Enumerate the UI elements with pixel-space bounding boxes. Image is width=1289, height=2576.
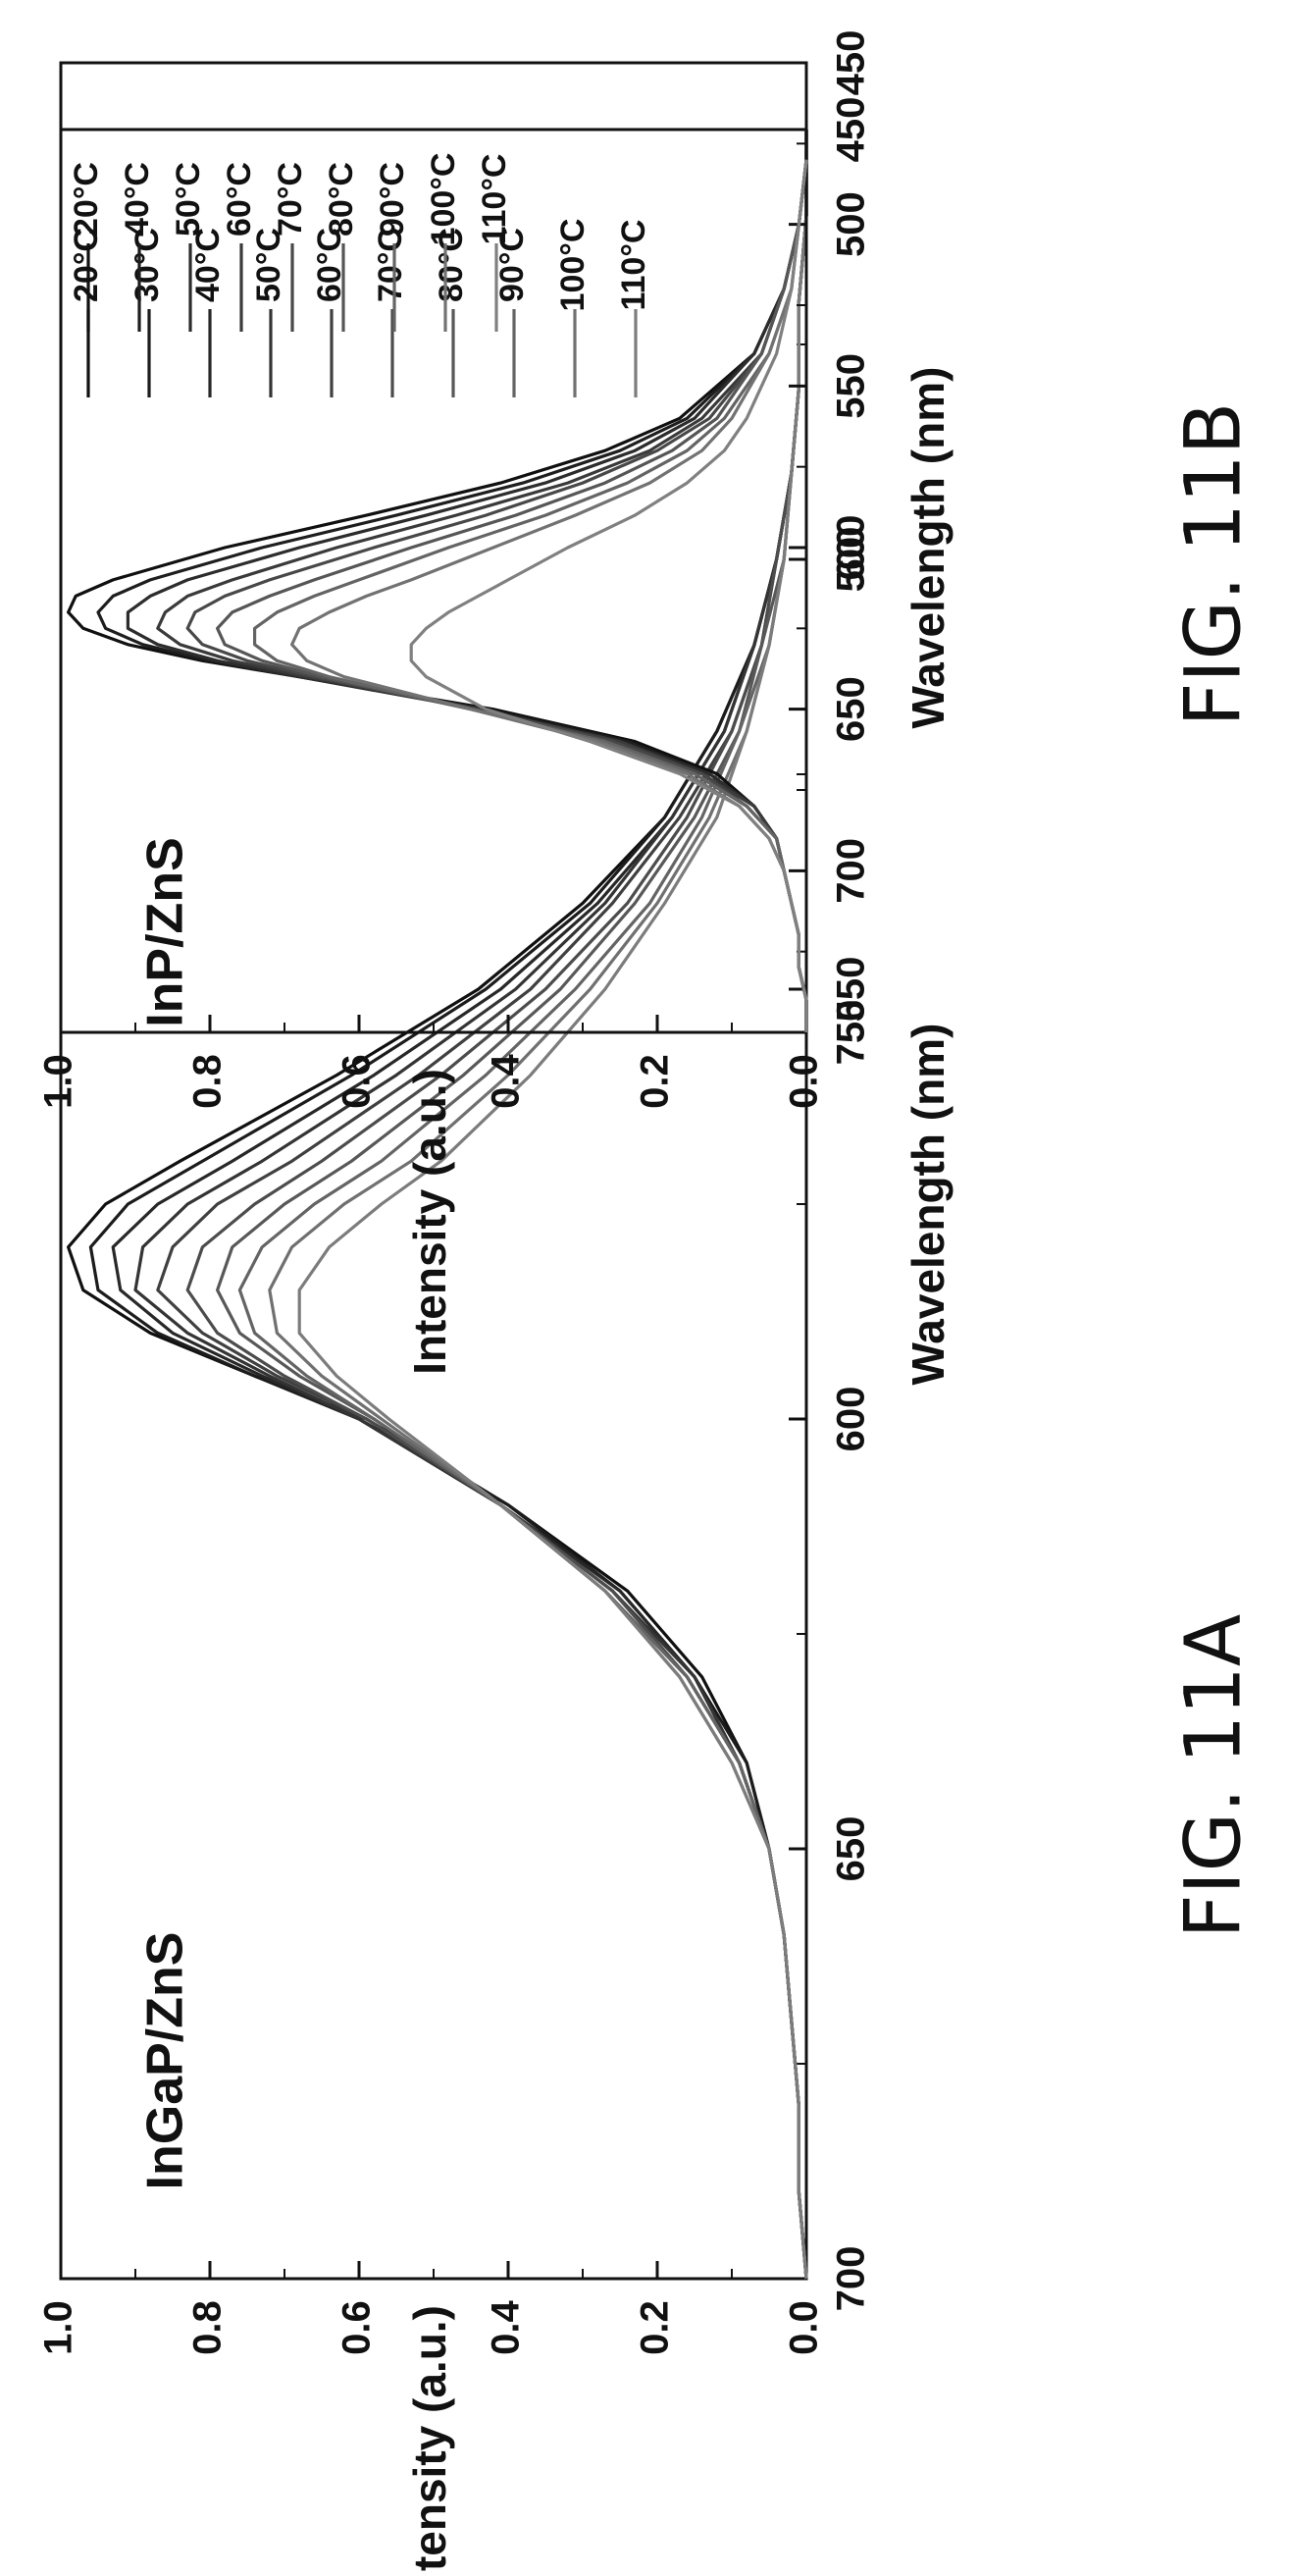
x-tick-label: 550 <box>830 353 873 419</box>
x-tick-label: 650 <box>830 676 873 742</box>
sample-label: InGaP/ZnS <box>137 1932 194 2190</box>
legend-label: 90°C <box>374 162 411 237</box>
y-tick-label: 1.0 <box>37 1054 80 1109</box>
legend-label: 110°C <box>476 153 513 244</box>
sample-label: InP/ZnS <box>137 837 194 1027</box>
y-tick-label: 0.8 <box>186 1054 230 1109</box>
x-tick-label: 450 <box>830 97 873 163</box>
y-tick-label: 0.8 <box>186 2300 230 2355</box>
x-tick-label: 700 <box>830 838 873 904</box>
y-tick-label: 0.6 <box>335 1054 379 1109</box>
figure-caption: FIG. 11A <box>1169 1614 1258 1939</box>
legend-label: 20°C <box>68 228 105 302</box>
x-tick-label: 500 <box>830 191 873 257</box>
legend-label: 90°C <box>493 228 531 302</box>
y-tick-label: 0.2 <box>634 2300 677 2355</box>
legend-label: 100°C <box>425 153 462 246</box>
x-axis-label: Wavelength (nm) <box>902 1024 954 1386</box>
legend-label: 40°C <box>119 162 156 237</box>
y-tick-label: 0.0 <box>783 1054 826 1109</box>
series-line-9 <box>297 130 808 2280</box>
series-line-7 <box>290 159 808 1032</box>
y-tick-label: 0.4 <box>485 1053 528 1108</box>
series-line-3 <box>133 130 808 2280</box>
x-axis-label: Wavelength (nm) <box>902 367 954 729</box>
legend-label: 80°C <box>433 228 470 302</box>
y-tick-label: 0.6 <box>335 2300 379 2355</box>
legend-label: 70°C <box>372 228 409 302</box>
legend-label: 30°C <box>129 228 166 302</box>
x-tick-label: 600 <box>830 515 873 581</box>
legend-label: 50°C <box>250 228 287 302</box>
y-tick-label: 0.0 <box>783 2300 826 2355</box>
y-axis-label: Intensity (a.u.) <box>404 1069 455 1375</box>
legend-label: 80°C <box>323 162 360 237</box>
y-tick-label: 1.0 <box>37 2300 80 2355</box>
x-tick-label: 600 <box>830 1387 873 1452</box>
legend-label: 50°C <box>170 162 207 237</box>
x-tick-label: 450 <box>830 30 873 96</box>
x-tick-label: 650 <box>830 1816 873 1882</box>
fig-11a-panel: 4505005506006507000.00.20.40.60.81.0Wave… <box>37 97 1259 2576</box>
x-tick-label: 700 <box>830 2246 873 2312</box>
legend-label: 20°C <box>68 162 105 237</box>
legend-label: 70°C <box>272 162 309 237</box>
series-line-6 <box>216 130 808 2280</box>
x-tick-label: 500 <box>830 527 873 593</box>
legend-label: 40°C <box>189 228 227 302</box>
series-line-8 <box>268 130 808 2280</box>
series-line-8 <box>409 159 808 1032</box>
y-tick-label: 0.2 <box>634 1054 677 1109</box>
series-line-5 <box>185 130 808 2280</box>
legend-label: 60°C <box>221 162 258 237</box>
y-tick-label: 0.4 <box>485 2299 528 2354</box>
legend-label: 100°C <box>554 219 592 312</box>
x-tick-label: 550 <box>830 957 873 1023</box>
legend-label: 110°C <box>615 219 652 310</box>
x-tick-label: 750 <box>830 1000 873 1066</box>
figure-caption: FIG. 11B <box>1169 402 1258 727</box>
y-axis-label: Intensity (a.u.) <box>404 2305 455 2571</box>
